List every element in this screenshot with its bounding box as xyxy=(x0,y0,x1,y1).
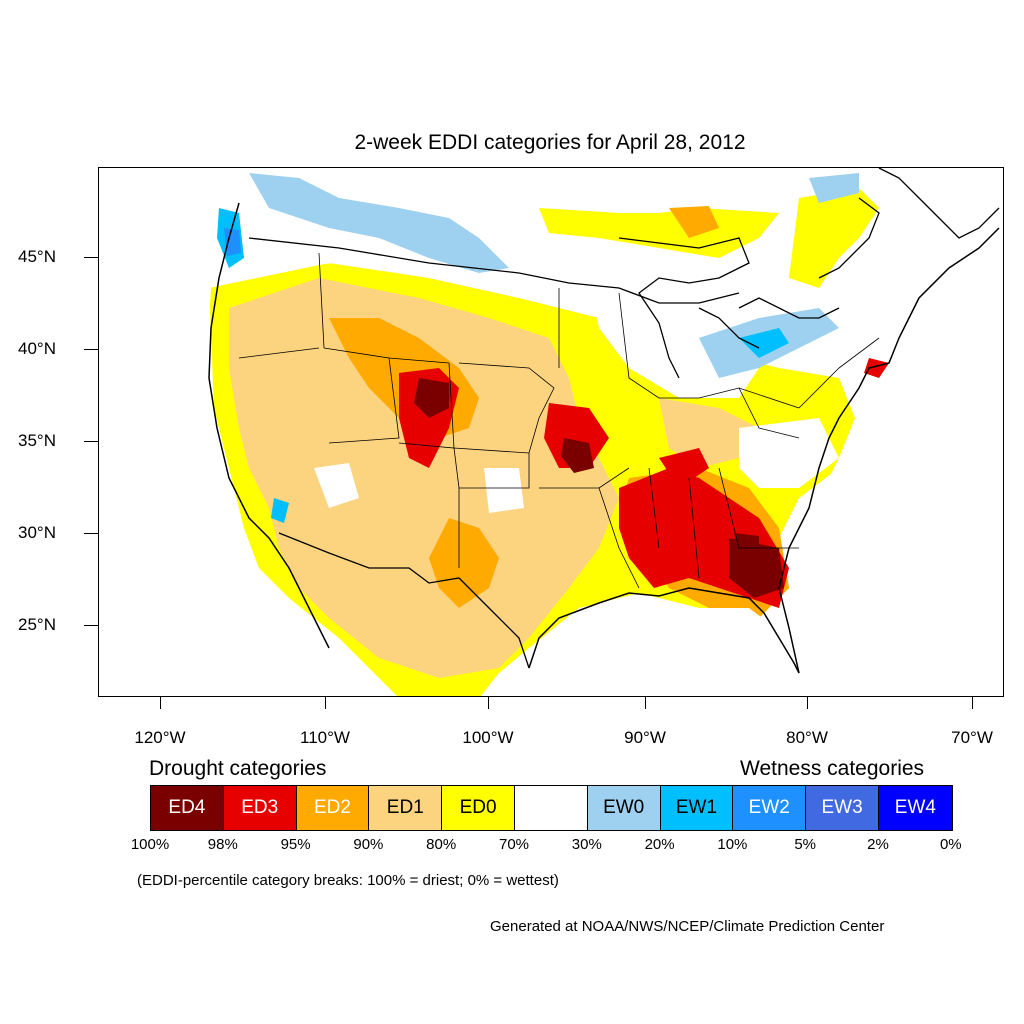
category-fills xyxy=(209,173,889,696)
eddi-map xyxy=(98,167,1004,697)
ew1-greatlakes xyxy=(739,328,789,358)
lon-label-90: 90°W xyxy=(624,728,666,747)
lat-label-25: 25°N xyxy=(18,615,56,634)
legend-box-ew4: EW4 xyxy=(878,786,952,830)
west-coast xyxy=(208,202,330,649)
lon-label-120: 120°W xyxy=(134,728,186,747)
lon-tick xyxy=(807,697,808,709)
lat-tick xyxy=(84,441,98,442)
gulf-coast xyxy=(528,587,800,674)
neutral-southeast xyxy=(739,418,839,488)
percent-break-label: 2% xyxy=(867,836,889,853)
ed1-east xyxy=(659,398,759,468)
ed0-northeast xyxy=(789,188,879,288)
credit-text: Generated at NOAA/NWS/NCEP/Climate Predi… xyxy=(490,918,885,935)
lon-tick xyxy=(325,697,326,709)
lon-label-110: 110°W xyxy=(300,728,350,747)
lon-tick xyxy=(972,697,973,709)
percent-break-label: 70% xyxy=(498,836,530,853)
percent-break-label: 98% xyxy=(207,836,238,853)
legend-box-ed2: ED2 xyxy=(296,786,370,830)
ew0-north xyxy=(249,173,509,273)
legend-box-neutral xyxy=(514,786,588,830)
percent-break-label: 80% xyxy=(426,836,457,853)
lat-tick xyxy=(84,625,98,626)
neutral-tx xyxy=(484,468,524,513)
lat-tick xyxy=(84,257,98,258)
ed2-south xyxy=(429,518,499,608)
lon-tick xyxy=(160,697,161,709)
percent-break-label: 10% xyxy=(717,836,748,853)
percent-break-label: 30% xyxy=(571,836,602,853)
lon-tick xyxy=(488,697,489,709)
neutral-sw xyxy=(314,463,359,508)
ew2-pnw xyxy=(224,228,241,256)
percent-break-label: 95% xyxy=(280,836,311,853)
ed3-tennessee xyxy=(659,448,709,488)
lat-label-45: 45°N xyxy=(18,247,56,266)
ed0-north xyxy=(539,208,779,258)
ocean-mask xyxy=(99,168,1003,696)
legend-box-ed4: ED4 xyxy=(151,786,224,830)
legend-box-ew3: EW3 xyxy=(806,786,879,830)
percent-break-label: 100% xyxy=(130,836,170,853)
canada-coast xyxy=(818,168,1000,279)
us-mexico-border xyxy=(278,532,530,669)
percent-break-label: 90% xyxy=(353,836,384,853)
legend-box-ew0: EW0 xyxy=(587,786,661,830)
legend-box-ed3: ED3 xyxy=(223,786,297,830)
ed3-missouri xyxy=(544,403,609,468)
map-title: 2-week EDDI categories for April 28, 201… xyxy=(354,131,746,154)
legend-box-ed0: ED0 xyxy=(442,786,515,830)
category-legend: ED4 ED3 ED2 ED1 ED0 EW0 EW1 EW2 EW3 EW4 xyxy=(150,785,953,831)
percent-break-label: 0% xyxy=(939,836,962,853)
ed3-newengland xyxy=(864,358,889,378)
east-coast xyxy=(778,227,1000,674)
legend-box-ew1: EW1 xyxy=(660,786,734,830)
lat-label-40: 40°N xyxy=(18,339,56,358)
lat-label-35: 35°N xyxy=(18,431,56,450)
legend-box-ew2: EW2 xyxy=(733,786,807,830)
category-note: (EDDI-percentile category breaks: 100% =… xyxy=(137,872,559,889)
lat-tick xyxy=(84,533,98,534)
state-lines xyxy=(238,252,880,589)
us-canada-border xyxy=(248,237,740,304)
boundaries xyxy=(208,168,1000,674)
percent-break-label: 20% xyxy=(644,836,675,853)
lon-label-80: 80°W xyxy=(786,728,828,747)
ed4-missouri xyxy=(561,438,594,473)
ed4-nebraska xyxy=(414,378,449,418)
lat-label-30: 30°N xyxy=(18,523,56,542)
map-canvas xyxy=(99,168,1003,696)
drought-heading: Drought categories xyxy=(149,757,327,780)
wetness-heading: Wetness categories xyxy=(740,757,925,780)
great-lakes xyxy=(618,237,840,379)
percent-break-label: 5% xyxy=(794,836,817,853)
ed2-lakes xyxy=(669,206,719,238)
lon-label-70: 70°W xyxy=(951,728,993,747)
lat-tick xyxy=(84,349,98,350)
lon-label-100: 100°W xyxy=(462,728,514,747)
ed1-region xyxy=(229,278,619,678)
lon-tick xyxy=(645,697,646,709)
ew1-sw xyxy=(271,498,289,523)
ew0-northeast xyxy=(809,173,859,203)
legend-box-ed1: ED1 xyxy=(369,786,443,830)
